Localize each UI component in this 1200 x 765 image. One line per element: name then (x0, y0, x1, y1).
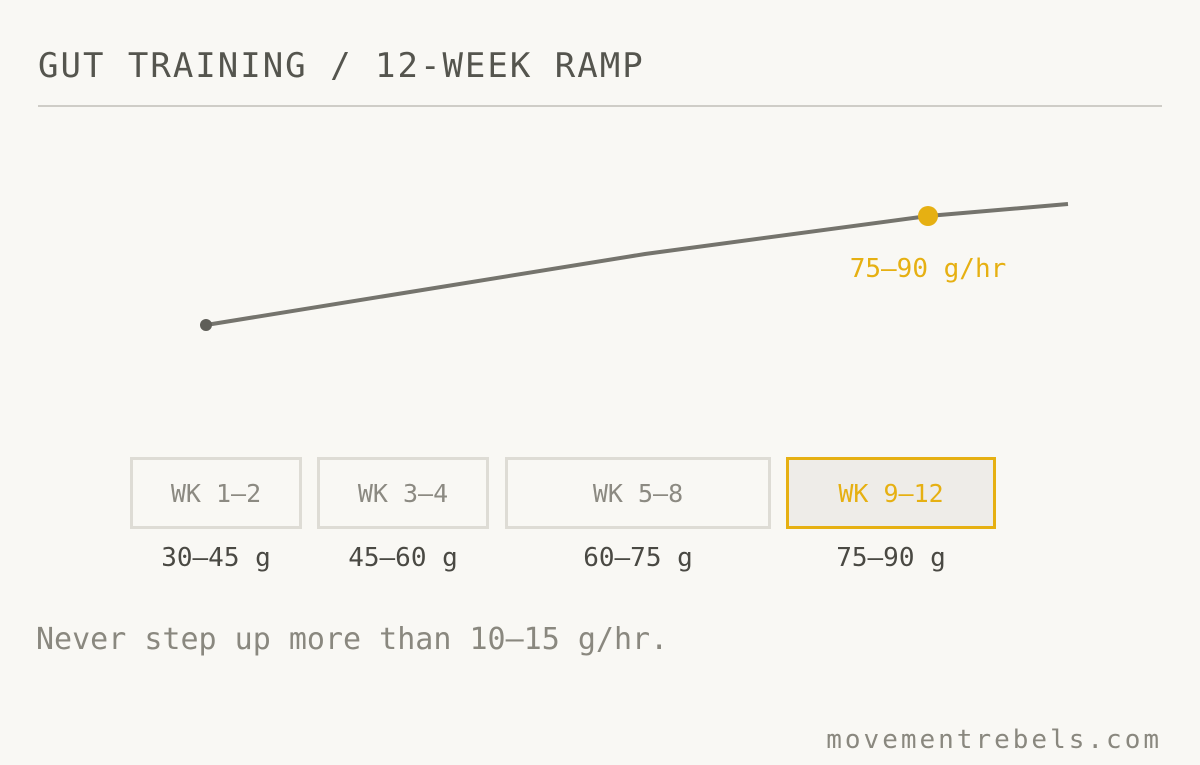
title: GUT TRAINING / 12-WEEK RAMP (38, 46, 645, 86)
note: Never step up more than 10–15 g/hr. (36, 622, 669, 657)
start-dot (200, 319, 212, 331)
highlight-label: 75–90 g/hr (849, 254, 1007, 284)
stage-box: WK 1–2 (130, 457, 302, 529)
ramp-graphic (200, 202, 1069, 331)
stage-amount: 45–60 g (348, 543, 458, 573)
ramp-line (205, 202, 1069, 327)
stage-amount: 75–90 g (836, 543, 946, 573)
stage-box-active: WK 9–12 (786, 457, 996, 529)
footer: movementrebels.com (826, 725, 1162, 755)
stage-box: WK 5–8 (505, 457, 771, 529)
stage-amount: 60–75 g (583, 543, 693, 573)
divider (38, 105, 1162, 107)
stage-amount: 30–45 g (161, 543, 271, 573)
current-dot (918, 206, 938, 226)
stage-box: WK 3–4 (317, 457, 489, 529)
